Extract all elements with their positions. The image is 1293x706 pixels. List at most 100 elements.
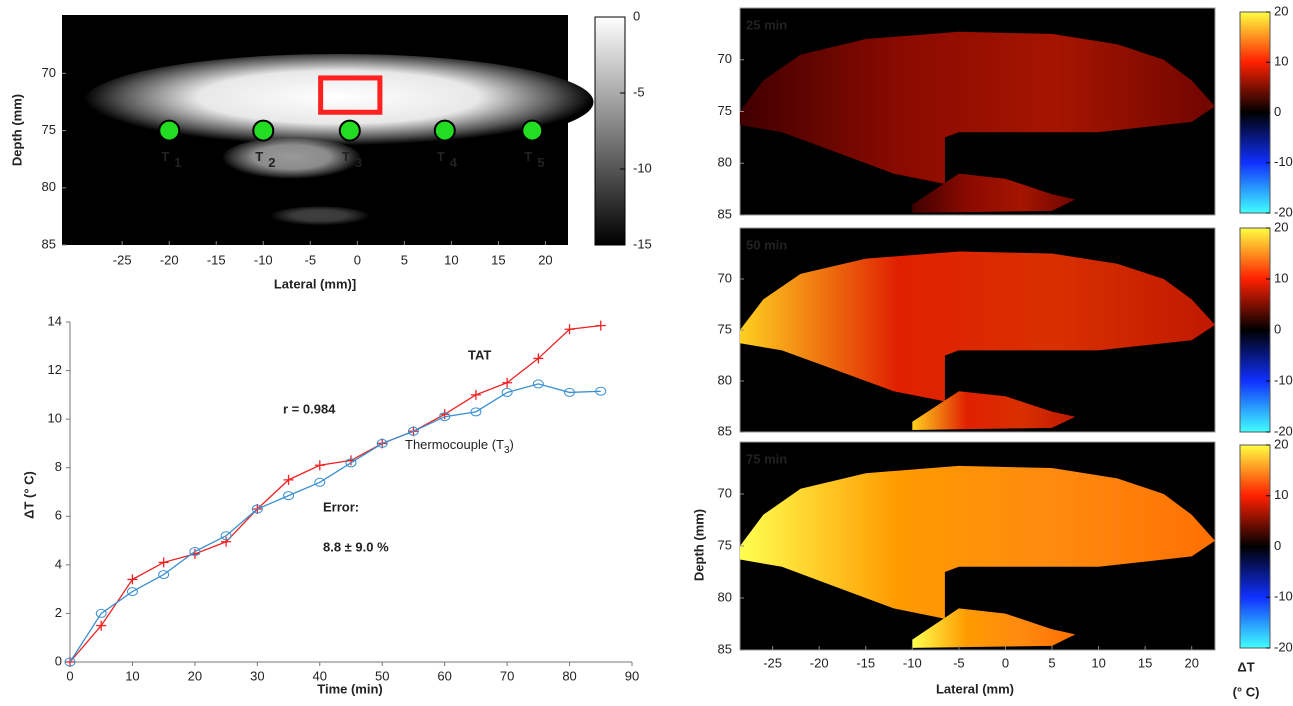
y-axis-label: ΔT (° C): [21, 471, 36, 519]
y-tick-label: 6: [55, 508, 62, 523]
x-axis-label: Lateral (mm)]: [274, 276, 356, 291]
heat-region: [912, 173, 1076, 213]
thermocouple-marker: [158, 119, 181, 142]
legend-label-text: ): [510, 437, 514, 452]
y-tick-label: 10: [48, 411, 62, 426]
colorbar-tick-label: 10: [1274, 270, 1288, 285]
series-line: [69, 383, 601, 663]
y-tick-label: 2: [55, 605, 62, 620]
point-marker: [407, 426, 419, 436]
point-marker: [220, 531, 232, 541]
colorbar: [1239, 11, 1271, 214]
y-tick-label: 85: [718, 641, 732, 656]
y-axis-label: Depth (mm): [9, 94, 24, 166]
point-marker: [439, 409, 450, 420]
point-marker: [95, 608, 107, 618]
point-marker: [251, 504, 263, 514]
x-tick-label: -5: [305, 252, 317, 267]
colorbar-tick-label: 20: [1274, 436, 1288, 451]
legend-label: Thermocouple (T3): [405, 437, 514, 455]
panel-label: 75 min: [746, 451, 787, 466]
y-tick-label: 80: [718, 372, 732, 387]
point-marker: [126, 587, 138, 597]
annotation: 8.8 ± 9.0 %: [323, 539, 389, 554]
point-marker: [283, 491, 295, 501]
colorbar-tick-label: 0: [1274, 538, 1281, 553]
y-tick-label: 70: [718, 270, 732, 285]
y-tick-label: 8: [55, 459, 62, 474]
colorbar-tick-label: -10: [633, 160, 652, 175]
point-marker: [221, 536, 232, 547]
colorbar-tick-label: 20: [1274, 219, 1288, 234]
x-tick-label: 70: [500, 668, 514, 683]
legend-label: TAT: [468, 347, 491, 362]
marker-label: T: [437, 149, 445, 164]
point-marker: [314, 477, 326, 487]
marker-label-sub: 5: [537, 155, 544, 170]
point-marker: [376, 438, 388, 448]
x-tick-label: 40: [313, 668, 327, 683]
colorbar: [594, 16, 626, 246]
y-tick-label: 70: [718, 485, 732, 500]
panel-label: 25 min: [746, 17, 787, 32]
y-tick-label: 75: [718, 537, 732, 552]
point-marker: [439, 412, 451, 422]
marker-label-sub: 3: [355, 155, 362, 170]
x-tick-label: 60: [437, 668, 451, 683]
x-tick-label: 0: [354, 252, 361, 267]
roi-box: [318, 75, 383, 115]
colorbar-tick-label: 10: [1274, 487, 1288, 502]
x-tick-label: 20: [188, 668, 202, 683]
colorbar-tick-label: -20: [1274, 639, 1293, 654]
y-tick-label: 0: [55, 653, 62, 668]
x-tick-label: -20: [810, 655, 829, 670]
y-tick-label: 12: [48, 362, 62, 377]
x-axis-label: Time (min): [317, 681, 383, 696]
x-tick-label: 5: [1048, 655, 1055, 670]
x-tick-label: 15: [491, 252, 505, 267]
colorbar-tick-label: 0: [633, 8, 640, 23]
thermocouple-marker: [338, 119, 361, 142]
point-marker: [345, 458, 357, 468]
colorbar-label: ΔT: [1237, 659, 1254, 674]
point-marker: [283, 474, 294, 485]
point-marker: [96, 620, 107, 631]
point-marker: [470, 389, 481, 400]
marker-label: T: [524, 149, 532, 164]
annotation: r = 0.984: [283, 401, 336, 416]
colorbar-tick-label: -10: [1274, 154, 1293, 169]
heat-region: [740, 251, 1215, 402]
point-marker: [158, 557, 169, 568]
heat-region: [740, 465, 1215, 619]
marker-label-sub: 4: [450, 155, 458, 170]
point-marker: [127, 574, 138, 585]
point-marker: [189, 547, 201, 556]
point-marker: [158, 570, 170, 580]
x-axis-label: Lateral (mm): [936, 681, 1014, 696]
colorbar-tick-label: -20: [1274, 204, 1293, 219]
colorbar-unit: (° C): [1233, 684, 1260, 699]
heat-region: [912, 608, 1076, 648]
colorbar-tick-label: 10: [1274, 54, 1288, 69]
x-tick-label: -5: [953, 655, 965, 670]
x-tick-label: 10: [125, 668, 139, 683]
marker-label: T: [342, 149, 350, 164]
y-tick-label: 80: [42, 179, 56, 194]
annotation: Error:: [323, 499, 359, 514]
colorbar-tick-label: -15: [633, 236, 652, 251]
image-intensity: [83, 53, 594, 150]
x-tick-label: 0: [66, 668, 73, 683]
x-tick-label: 0: [1002, 655, 1009, 670]
colorbar-tick-label: -10: [1274, 372, 1293, 387]
point-marker: [501, 387, 513, 397]
x-tick-label: -25: [113, 252, 132, 267]
y-tick-label: 85: [42, 236, 56, 251]
marker-label-sub: 1: [174, 155, 181, 170]
point-marker: [314, 460, 325, 471]
x-tick-label: 10: [1091, 655, 1105, 670]
x-tick-label: 80: [562, 668, 576, 683]
point-marker: [470, 407, 482, 417]
y-tick-label: 85: [718, 423, 732, 438]
y-tick-label: 75: [718, 321, 732, 336]
